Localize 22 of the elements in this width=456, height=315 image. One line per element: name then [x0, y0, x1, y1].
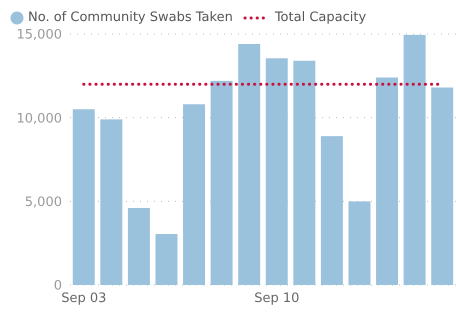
bar [348, 201, 370, 285]
legend-label: No. of Community Swabs Taken [28, 10, 233, 25]
bar [155, 234, 178, 285]
bar [293, 60, 316, 285]
y-tick-label: 10,000 [16, 111, 62, 126]
bar [72, 109, 95, 285]
bar [238, 44, 260, 285]
bar [376, 78, 398, 285]
bar [100, 119, 122, 285]
x-tick-label: Sep 03 [61, 291, 106, 306]
y-tick-label: 5,000 [24, 194, 62, 210]
bar [431, 88, 454, 285]
bar [183, 104, 206, 285]
bar [320, 136, 343, 285]
bar [266, 58, 288, 285]
bar [404, 34, 426, 285]
y-tick-label: 0 [54, 278, 62, 294]
y-tick-label: 15,000 [16, 28, 62, 43]
legend-label: Total Capacity [274, 10, 366, 25]
bar [210, 80, 233, 285]
bar [128, 208, 150, 285]
x-tick-label: Sep 10 [254, 291, 300, 306]
